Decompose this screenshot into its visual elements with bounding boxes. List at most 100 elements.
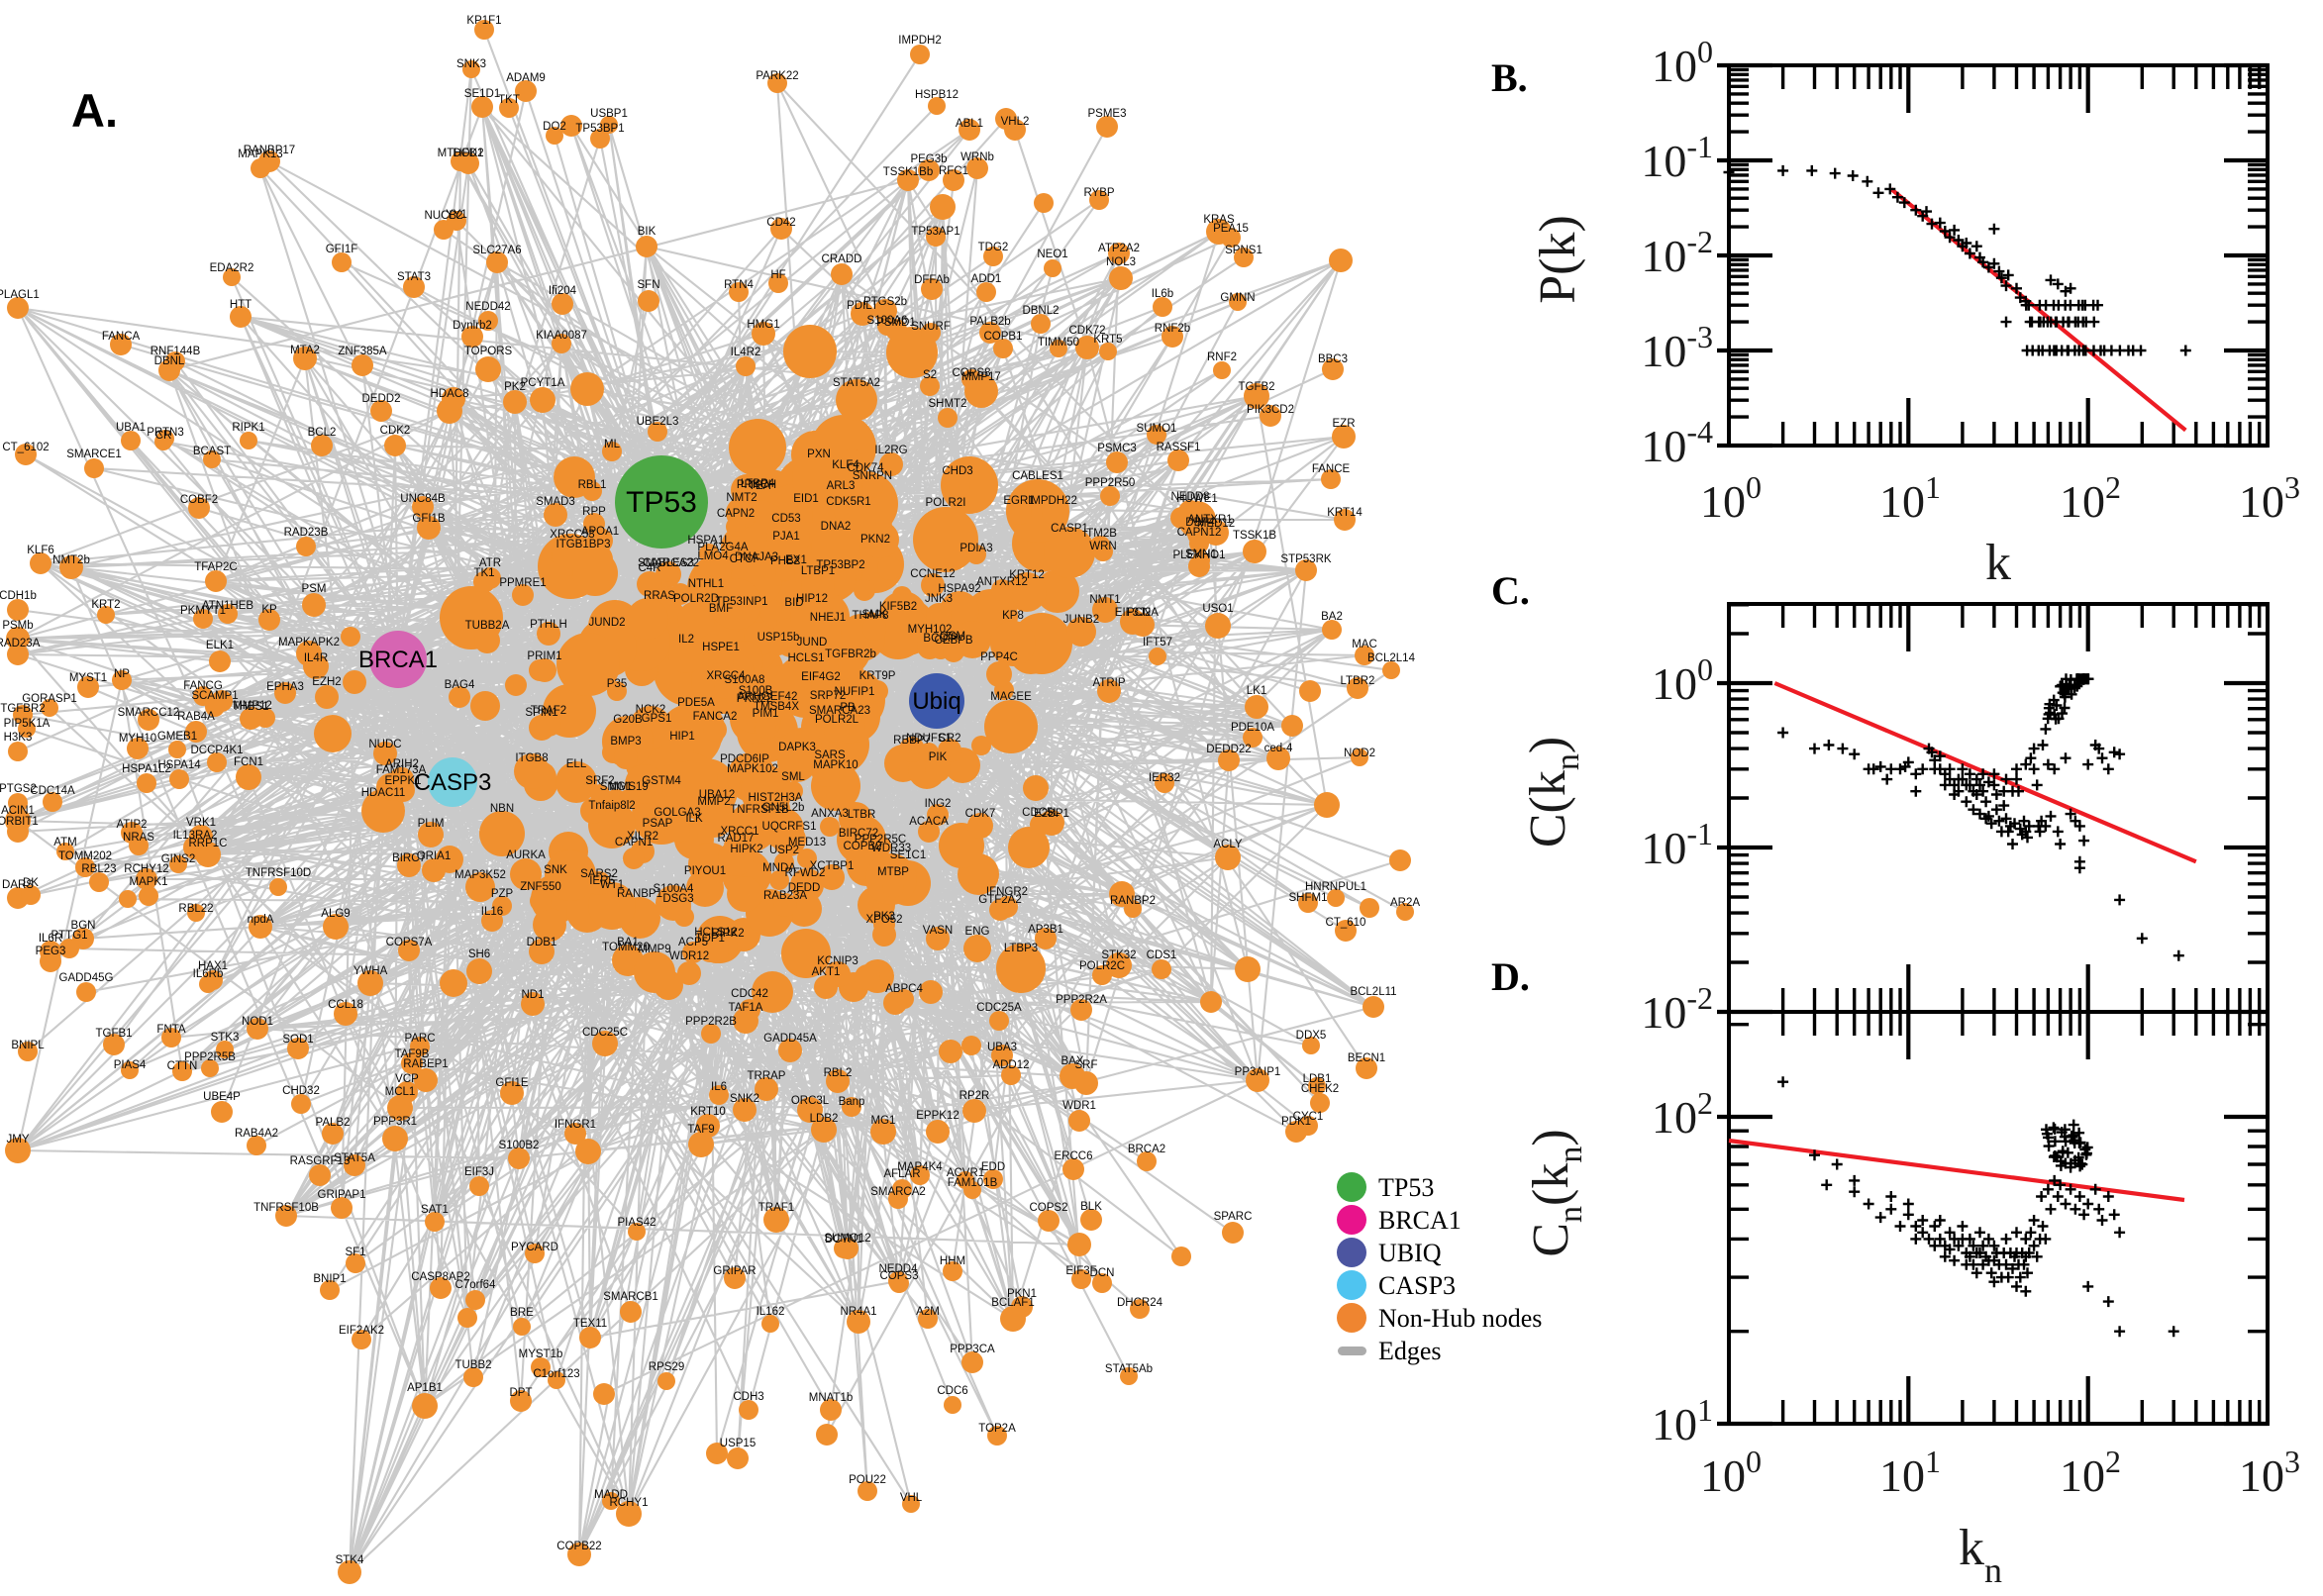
svg-text:D.: D.	[1491, 954, 1530, 999]
svg-text:RRAS: RRAS	[644, 590, 675, 602]
svg-text:HUWE1: HUWE1	[1176, 493, 1218, 505]
svg-text:BAG4: BAG4	[445, 679, 475, 691]
svg-text:A.: A.	[71, 84, 118, 137]
svg-text:Ifi204: Ifi204	[549, 285, 577, 297]
svg-text:DCN: DCN	[1090, 1267, 1115, 1279]
svg-text:KIAA0087: KIAA0087	[536, 330, 587, 342]
svg-text:HSPA1L2: HSPA1L2	[122, 763, 171, 775]
svg-text:EIF3F: EIF3F	[1065, 1265, 1096, 1277]
svg-text:ORBIT1: ORBIT1	[0, 816, 39, 828]
svg-text:CR: CR	[155, 430, 172, 442]
svg-text:MYH10: MYH10	[119, 733, 156, 745]
svg-text:SCAMP1: SCAMP1	[191, 690, 238, 702]
svg-text:PDIA3: PDIA3	[960, 543, 992, 554]
svg-text:SPIN1: SPIN1	[525, 707, 557, 719]
svg-text:TRAF1: TRAF1	[758, 1202, 794, 1214]
svg-text:THAP8: THAP8	[852, 610, 888, 622]
svg-text:MAPK1: MAPK1	[130, 876, 168, 888]
svg-text:UBA12: UBA12	[699, 789, 735, 801]
svg-text:BNIP1: BNIP1	[313, 1273, 346, 1285]
svg-text:CDC25C: CDC25C	[582, 1027, 628, 1039]
svg-text:SMN1: SMN1	[1185, 549, 1217, 560]
svg-text:TOPORS: TOPORS	[464, 346, 513, 357]
svg-text:PIP5K1A: PIP5K1A	[4, 718, 50, 730]
svg-text:NUCB2: NUCB2	[425, 210, 463, 222]
svg-text:CDH3: CDH3	[733, 1391, 763, 1403]
svg-text:DCCP4K1: DCCP4K1	[190, 745, 243, 756]
svg-text:H3K3: H3K3	[4, 732, 33, 744]
svg-text:TP53: TP53	[626, 486, 697, 519]
svg-text:KRT10: KRT10	[690, 1106, 726, 1118]
svg-text:EGR1: EGR1	[1003, 495, 1034, 507]
svg-text:RCHY1: RCHY1	[610, 1497, 649, 1509]
svg-text:NHEJ1: NHEJ1	[810, 612, 846, 624]
svg-text:PXN: PXN	[807, 449, 831, 460]
svg-text:EPPK12: EPPK12	[916, 1110, 959, 1122]
svg-text:UBIQ: UBIQ	[1378, 1239, 1442, 1267]
svg-text:SMARCA23: SMARCA23	[809, 705, 870, 717]
svg-text:ELL: ELL	[566, 758, 587, 770]
svg-text:USBP1: USBP1	[590, 108, 628, 120]
svg-text:CDS1: CDS1	[1147, 949, 1177, 961]
svg-text:IER32: IER32	[1149, 772, 1180, 784]
svg-text:PZP: PZP	[491, 888, 514, 900]
svg-text:ACVR1: ACVR1	[947, 1167, 984, 1179]
svg-text:G20B: G20B	[613, 714, 643, 726]
svg-text:HIST2H3A: HIST2H3A	[749, 792, 803, 804]
svg-text:MMP2: MMP2	[697, 796, 730, 808]
svg-text:YY1: YY1	[446, 209, 467, 221]
svg-text:MNDA: MNDA	[762, 862, 796, 874]
svg-text:MTBP: MTBP	[877, 866, 909, 878]
svg-text:PKN22: PKN22	[737, 693, 772, 705]
svg-text:RNF144B: RNF144B	[151, 346, 201, 357]
svg-text:ILK: ILK	[685, 813, 703, 825]
svg-text:ATRIP: ATRIP	[1092, 677, 1125, 689]
svg-text:RANBP17: RANBP17	[244, 145, 295, 156]
svg-text:PHB2: PHB2	[770, 555, 800, 567]
svg-text:IFNGR2: IFNGR2	[986, 886, 1028, 898]
svg-text:GRIPAR: GRIPAR	[713, 1265, 756, 1277]
svg-text:GMEB1: GMEB1	[157, 731, 197, 743]
svg-text:S100B: S100B	[739, 685, 773, 697]
svg-text:MAPK13: MAPK13	[238, 149, 282, 160]
svg-text:BRE: BRE	[510, 1307, 534, 1319]
svg-text:PLA2G4A: PLA2G4A	[697, 542, 748, 553]
svg-text:TSSK1Bb: TSSK1Bb	[883, 166, 934, 178]
svg-text:C7orf64: C7orf64	[455, 1279, 497, 1291]
svg-text:TAF1A: TAF1A	[729, 1002, 763, 1014]
svg-text:SHMT2: SHMT2	[929, 398, 967, 410]
svg-text:SRF: SRF	[1075, 1059, 1098, 1071]
svg-text:IMPDH2: IMPDH2	[898, 35, 941, 47]
svg-text:CASP8AP2: CASP8AP2	[411, 1271, 469, 1283]
svg-text:NOL3: NOL3	[1106, 256, 1136, 268]
svg-text:FNTA: FNTA	[156, 1024, 186, 1036]
svg-text:CCNE12: CCNE12	[910, 568, 955, 580]
svg-text:DSG3: DSG3	[662, 893, 693, 905]
svg-text:PEG3b: PEG3b	[910, 153, 947, 165]
svg-text:COPS8: COPS8	[953, 367, 991, 379]
svg-text:XPO52: XPO52	[865, 914, 902, 926]
svg-text:TFAP2C: TFAP2C	[194, 561, 237, 573]
svg-text:HDAC11: HDAC11	[361, 787, 406, 799]
svg-text:CDK72: CDK72	[1068, 325, 1105, 337]
svg-text:NR4A1: NR4A1	[840, 1306, 876, 1318]
svg-text:SHFM1: SHFM1	[1289, 892, 1328, 904]
svg-text:CDK2: CDK2	[380, 425, 411, 437]
svg-text:CHEK2: CHEK2	[1301, 1083, 1339, 1095]
svg-text:THBS1: THBS1	[232, 701, 268, 713]
svg-text:BCLAF1: BCLAF1	[991, 1297, 1034, 1309]
svg-text:IL4R: IL4R	[304, 652, 328, 664]
svg-text:AURKA: AURKA	[506, 849, 546, 861]
svg-text:SAT1: SAT1	[421, 1204, 449, 1216]
svg-text:C(kn): C(kn)	[1520, 737, 1586, 848]
svg-text:CDC6: CDC6	[937, 1385, 967, 1397]
svg-text:PPP2R5C: PPP2R5C	[855, 834, 906, 846]
svg-text:BCL2: BCL2	[308, 427, 337, 439]
svg-text:DO2: DO2	[543, 121, 566, 133]
svg-text:CEBPB: CEBPB	[935, 635, 973, 647]
svg-text:DEDD22: DEDD22	[1206, 744, 1251, 755]
svg-text:WT1: WT1	[600, 879, 624, 891]
svg-text:NEDD8: NEDD8	[1171, 491, 1210, 503]
svg-text:CDK5R1: CDK5R1	[826, 496, 870, 508]
svg-text:CAPN12: CAPN12	[1177, 527, 1222, 539]
